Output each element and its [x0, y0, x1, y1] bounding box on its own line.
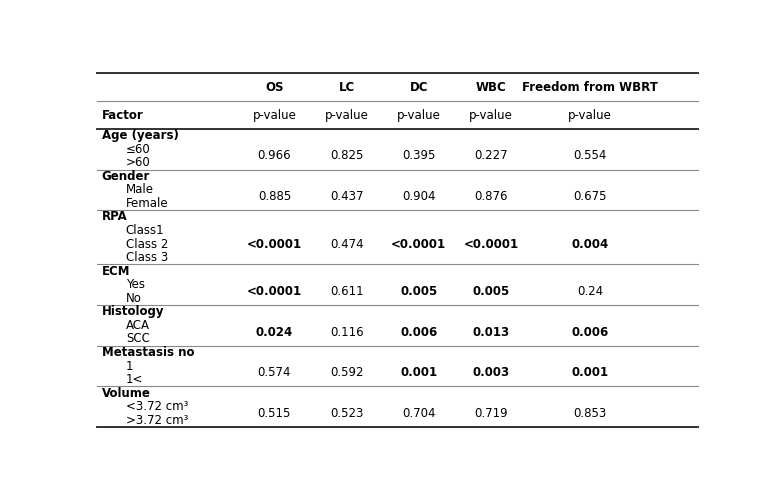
Text: 0.719: 0.719: [474, 407, 508, 420]
Text: 0.24: 0.24: [577, 285, 603, 298]
Text: Factor: Factor: [102, 108, 144, 121]
Text: <3.72 cm³: <3.72 cm³: [126, 400, 189, 413]
Text: Gender: Gender: [102, 170, 151, 183]
Text: 0.515: 0.515: [258, 407, 291, 420]
Text: Class1: Class1: [126, 224, 165, 237]
Text: 0.474: 0.474: [330, 238, 363, 251]
Text: DC: DC: [410, 81, 428, 93]
Text: No: No: [126, 292, 142, 305]
Text: p-value: p-value: [397, 108, 441, 121]
Text: p-value: p-value: [252, 108, 296, 121]
Text: <0.0001: <0.0001: [463, 238, 518, 251]
Text: 0.395: 0.395: [402, 150, 435, 163]
Text: 1: 1: [126, 360, 133, 373]
Text: OS: OS: [265, 81, 284, 93]
Text: 1<: 1<: [126, 373, 144, 386]
Text: 0.554: 0.554: [573, 150, 607, 163]
Text: Female: Female: [126, 197, 168, 210]
Text: p-value: p-value: [568, 108, 612, 121]
Text: SCC: SCC: [126, 333, 150, 346]
Text: Male: Male: [126, 183, 154, 197]
Text: Histology: Histology: [102, 305, 165, 318]
Text: Age (years): Age (years): [102, 129, 178, 142]
Text: 0.227: 0.227: [474, 150, 508, 163]
Text: 0.704: 0.704: [402, 407, 435, 420]
Text: 0.437: 0.437: [330, 190, 363, 203]
Text: 0.001: 0.001: [572, 366, 608, 379]
Text: 0.592: 0.592: [330, 366, 363, 379]
Text: 0.006: 0.006: [571, 326, 609, 339]
Text: ≤60: ≤60: [126, 143, 151, 156]
Text: >60: >60: [126, 156, 151, 169]
Text: Volume: Volume: [102, 387, 151, 400]
Text: 0.005: 0.005: [473, 285, 510, 298]
Text: 0.001: 0.001: [400, 366, 438, 379]
Text: Class 2: Class 2: [126, 238, 168, 251]
Text: ECM: ECM: [102, 265, 130, 278]
Text: Yes: Yes: [126, 278, 145, 291]
Text: ACA: ACA: [126, 319, 150, 332]
Text: 0.876: 0.876: [474, 190, 508, 203]
Text: <0.0001: <0.0001: [247, 238, 302, 251]
Text: 0.013: 0.013: [473, 326, 510, 339]
Text: 0.611: 0.611: [330, 285, 363, 298]
Text: 0.885: 0.885: [258, 190, 291, 203]
Text: Metastasis no: Metastasis no: [102, 346, 194, 359]
Text: RPA: RPA: [102, 211, 127, 224]
Text: 0.825: 0.825: [330, 150, 363, 163]
Text: p-value: p-value: [324, 108, 369, 121]
Text: >3.72 cm³: >3.72 cm³: [126, 414, 189, 427]
Text: 0.024: 0.024: [256, 326, 293, 339]
Text: 0.574: 0.574: [258, 366, 291, 379]
Text: <0.0001: <0.0001: [391, 238, 446, 251]
Text: 0.005: 0.005: [400, 285, 438, 298]
Text: 0.004: 0.004: [571, 238, 609, 251]
Text: 0.006: 0.006: [400, 326, 438, 339]
Text: Freedom from WBRT: Freedom from WBRT: [522, 81, 658, 93]
Text: 0.966: 0.966: [258, 150, 291, 163]
Text: 0.853: 0.853: [573, 407, 607, 420]
Text: p-value: p-value: [469, 108, 513, 121]
Text: WBC: WBC: [476, 81, 506, 93]
Text: 0.675: 0.675: [573, 190, 607, 203]
Text: <0.0001: <0.0001: [247, 285, 302, 298]
Text: LC: LC: [338, 81, 355, 93]
Text: 0.523: 0.523: [330, 407, 363, 420]
Text: 0.904: 0.904: [402, 190, 435, 203]
Text: 0.116: 0.116: [330, 326, 363, 339]
Text: 0.003: 0.003: [473, 366, 510, 379]
Text: Class 3: Class 3: [126, 251, 168, 264]
